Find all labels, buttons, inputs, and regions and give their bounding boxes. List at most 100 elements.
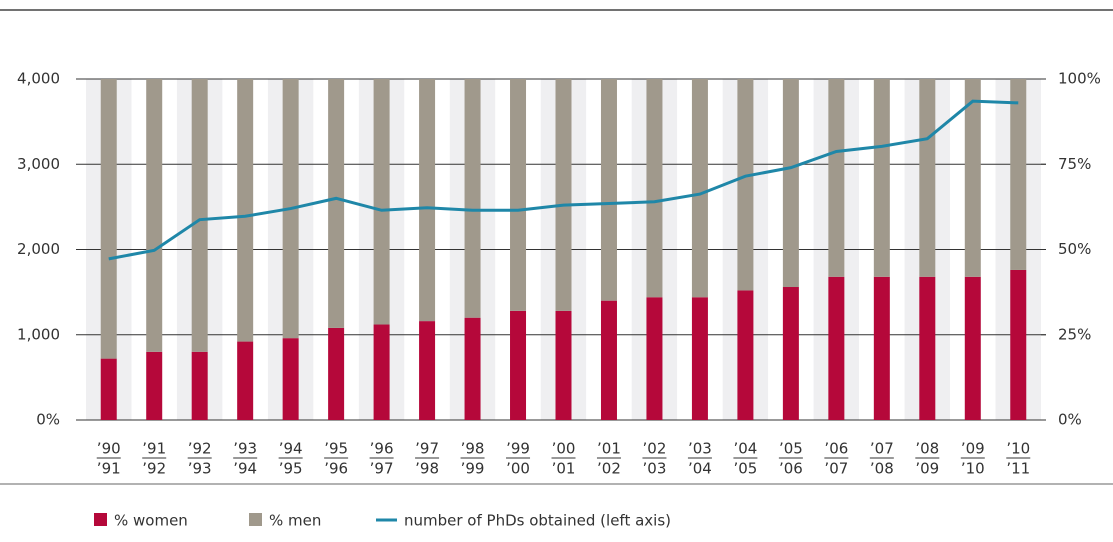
x-tick-label: ’92 [188, 440, 212, 458]
x-tick-label: ’10 [1006, 440, 1030, 458]
x-tick-label: ’04 [733, 440, 757, 458]
bar [919, 276, 936, 420]
x-tick-label: ’09 [961, 440, 985, 458]
x-tick-label: ’95 [279, 460, 303, 478]
bar [691, 297, 708, 420]
bar [464, 317, 481, 420]
x-tick-label: ’08 [870, 460, 894, 478]
x-tick-label: ’02 [597, 460, 621, 478]
x-tick-label: ’96 [324, 460, 348, 478]
y2-tick-label: 75% [1058, 155, 1091, 173]
x-tick-label: ’98 [415, 460, 439, 478]
bar [100, 358, 117, 420]
y2-tick-label: 50% [1058, 240, 1091, 258]
x-tick-label: ’05 [733, 460, 757, 478]
x-tick-label: ’94 [279, 440, 303, 458]
legend-label: % men [269, 512, 321, 530]
x-tick-label: ’11 [1006, 460, 1030, 478]
y-tick-label: 4,000 [17, 70, 60, 88]
bar [328, 79, 345, 328]
x-tick-label: ’09 [915, 460, 939, 478]
x-tick-label: ’99 [506, 440, 530, 458]
y-tick-label: 2,000 [17, 240, 60, 258]
x-tick-label: ’05 [779, 440, 803, 458]
y2-tick-label: 100% [1058, 70, 1101, 88]
line [108, 99, 1019, 261]
bar [691, 79, 708, 298]
x-tick-label: ’02 [643, 440, 667, 458]
bar [919, 79, 936, 277]
bar [328, 327, 345, 420]
bar [373, 324, 390, 420]
bar [373, 79, 390, 325]
x-tick-label: ’06 [824, 440, 848, 458]
x-tick-label: ’10 [961, 460, 985, 478]
bar [600, 79, 617, 301]
bar [964, 79, 981, 277]
bar [191, 79, 208, 352]
bar [237, 79, 254, 342]
x-tick-label: ’96 [370, 440, 394, 458]
bar [191, 351, 208, 420]
bar [1010, 79, 1027, 270]
x-tick-label: ’98 [461, 440, 485, 458]
x-tick-label: ’01 [597, 440, 621, 458]
bar [1010, 269, 1027, 420]
bar [146, 351, 163, 420]
bar [782, 287, 799, 420]
bar [555, 310, 572, 420]
bar [510, 79, 527, 311]
bar [237, 341, 254, 420]
x-tick-label: ’97 [415, 440, 439, 458]
x-tick-label: ’93 [233, 440, 257, 458]
x-tick-label: ’03 [643, 460, 667, 478]
bar [464, 79, 481, 318]
x-tick-label: ’92 [142, 460, 166, 478]
bar [646, 297, 663, 420]
bar [146, 79, 163, 352]
x-tick-label: ’91 [142, 440, 166, 458]
x-tick-label: ’00 [552, 440, 576, 458]
bar [828, 79, 845, 277]
legend-swatch [249, 513, 262, 526]
x-tick-label: ’95 [324, 440, 348, 458]
y2-tick-label: 25% [1058, 325, 1091, 343]
x-tick-label: ’08 [915, 440, 939, 458]
x-tick-label: ’93 [188, 460, 212, 478]
legend-label: % women [114, 512, 188, 530]
x-tick-label: ’01 [552, 460, 576, 478]
x-tick-label: ’03 [688, 440, 712, 458]
bar [555, 79, 572, 311]
bar [646, 79, 663, 298]
bar [510, 310, 527, 420]
x-tick-label: ’06 [779, 460, 803, 478]
x-tick-label: ’94 [233, 460, 257, 478]
x-tick-label: ’97 [370, 460, 394, 478]
bar [419, 79, 436, 322]
legend-label: number of PhDs obtained (left axis) [404, 512, 671, 530]
y-tick-label: 1,000 [17, 325, 60, 343]
x-tick-label: ’07 [870, 440, 894, 458]
y-tick-label: 0% [36, 411, 60, 429]
x-tick-label: ’04 [688, 460, 712, 478]
bar [828, 276, 845, 420]
bar [782, 79, 799, 288]
y2-tick-label: 0% [1058, 411, 1082, 429]
bar [873, 276, 890, 420]
x-tick-label: ’99 [461, 460, 485, 478]
bar [419, 321, 436, 420]
x-tick-label: ’07 [824, 460, 848, 478]
x-tick-label: ’90 [97, 440, 121, 458]
y-tick-label: 3,000 [17, 155, 60, 173]
bar [873, 79, 890, 277]
x-tick-label: ’91 [97, 460, 121, 478]
x-tick-label: ’00 [506, 460, 530, 478]
bar [600, 300, 617, 420]
legend-swatch [94, 513, 107, 526]
bar [100, 79, 117, 359]
bar [282, 338, 299, 420]
bar [964, 276, 981, 420]
bar [737, 79, 754, 291]
